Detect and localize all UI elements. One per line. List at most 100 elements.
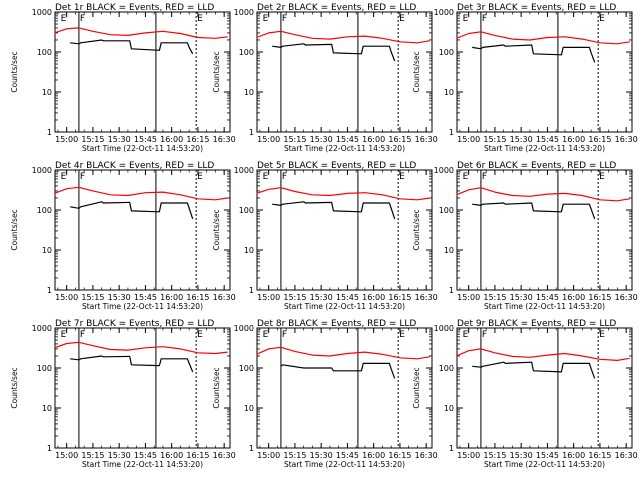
x-axis-label: Start Time (22-Oct-11 14:53:20) [484,302,605,311]
lld-rate-series [456,31,630,45]
plot-frame [256,327,433,449]
event-marker-label: F [482,172,487,182]
x-tick-label: 15:45 [134,135,157,144]
event-marker-label: E [599,172,605,182]
x-tick-label: 15:30 [310,451,333,460]
y-tick-label: 100 [37,364,52,373]
x-tick-label: 16:30 [615,293,638,302]
x-tick-label: 16:15 [388,293,411,302]
event-marker-label: F [282,14,287,24]
x-tick-label: 16:30 [415,293,438,302]
y-tick-label: 1000 [434,324,454,333]
lld-rate-series [456,348,630,361]
x-tick-label: 16:30 [415,135,438,144]
x-tick-label: 16:30 [415,451,438,460]
x-tick-label: 16:30 [213,135,236,144]
lld-rate-series [256,187,430,201]
y-tick-label: 1 [47,444,52,453]
event-marker-label: F [80,172,85,182]
x-tick-label: 15:00 [257,451,280,460]
plot-frame [54,11,231,133]
lld-rate-series [456,187,630,202]
y-tick-label: 1000 [434,8,454,17]
x-tick-label: 16:00 [562,135,585,144]
x-tick-label: 15:00 [457,135,480,144]
x-tick-label: 15:45 [336,293,359,302]
x-tick-label: 15:00 [257,293,280,302]
event-marker-label: F [282,330,287,340]
panel-title: Det 1r BLACK = Events, RED = LLD [55,3,214,13]
event-marker-label: E [263,172,269,182]
x-tick-label: 16:00 [562,451,585,460]
x-tick-label: 16:00 [362,135,385,144]
event-marker-label: E [197,330,203,340]
y-tick-label: 10 [42,404,52,413]
event-marker-label: E [263,14,269,24]
lld-rate-series [256,346,430,360]
panel-title: Det 9r BLACK = Events, RED = LLD [457,319,616,329]
event-rate-series [70,39,194,55]
x-tick-label: 15:30 [108,135,131,144]
plot-frame [456,169,633,291]
x-tick-label: 15:30 [108,293,131,302]
event-marker-label: E [399,330,405,340]
x-tick-label: 16:00 [562,293,585,302]
panel-det-8: Det 8r BLACK = Events, RED = LLD 1 10 100 10… [212,319,438,469]
event-marker-label: E [197,172,203,182]
y-tick-label: 100 [239,206,254,215]
x-tick-label: 15:00 [55,451,78,460]
x-axis-label: Start Time (22-Oct-11 14:53:20) [284,460,405,469]
plot-frame [456,327,633,449]
event-marker-label: E [463,330,469,340]
x-tick-label: 15:15 [81,293,104,302]
y-tick-label: 100 [37,48,52,57]
y-tick-label: 1 [249,128,254,137]
x-tick-label: 15:15 [283,451,306,460]
x-tick-label: 16:15 [186,293,209,302]
x-tick-label: 16:30 [213,451,236,460]
x-tick-label: 16:15 [388,135,411,144]
panel-det-9: Det 9r BLACK = Events, RED = LLD 1 10 100 10… [412,319,638,469]
y-tick-label: 1000 [434,166,454,175]
x-tick-label: 16:30 [213,293,236,302]
event-marker-label: F [482,14,487,24]
event-marker-label: E [61,14,67,24]
panel-det-3: Det 3r BLACK = Events, RED = LLD 1 10 100 10… [412,3,638,153]
event-rate-series [472,44,596,63]
x-tick-label: 15:15 [283,135,306,144]
event-marker-label: E [263,330,269,340]
y-tick-label: 100 [439,206,454,215]
panel-title: Det 3r BLACK = Events, RED = LLD [457,3,616,13]
y-tick-label: 10 [42,88,52,97]
plot-frame [256,11,433,133]
x-tick-label: 16:15 [388,451,411,460]
event-rate-series [272,201,396,220]
lld-rate-series [54,186,228,201]
event-marker-label: E [61,330,67,340]
panel-title: Det 2r BLACK = Events, RED = LLD [257,3,416,13]
y-tick-label: 1 [449,286,454,295]
x-tick-label: 16:15 [588,135,611,144]
x-tick-label: 16:15 [588,451,611,460]
x-axis-label: Start Time (22-Oct-11 14:53:20) [484,460,605,469]
lld-rate-series [54,341,228,355]
event-marker-label: E [399,14,405,24]
plot-frame [256,169,433,291]
y-tick-label: 10 [244,404,254,413]
x-tick-label: 16:30 [615,135,638,144]
panel-title: Det 8r BLACK = Events, RED = LLD [257,319,416,329]
x-tick-label: 16:15 [186,135,209,144]
event-marker-label: E [197,14,203,24]
x-tick-label: 15:00 [457,451,480,460]
event-marker-label: E [599,14,605,24]
x-tick-label: 15:00 [257,135,280,144]
lld-rate-series [256,30,430,44]
plot-frame [54,169,231,291]
x-tick-label: 15:45 [536,451,559,460]
x-tick-label: 15:45 [336,451,359,460]
x-axis-label: Start Time (22-Oct-11 14:53:20) [484,144,605,153]
x-tick-label: 15:30 [510,451,533,460]
y-tick-label: 1 [249,286,254,295]
y-axis-label: Counts/sec [212,209,221,250]
